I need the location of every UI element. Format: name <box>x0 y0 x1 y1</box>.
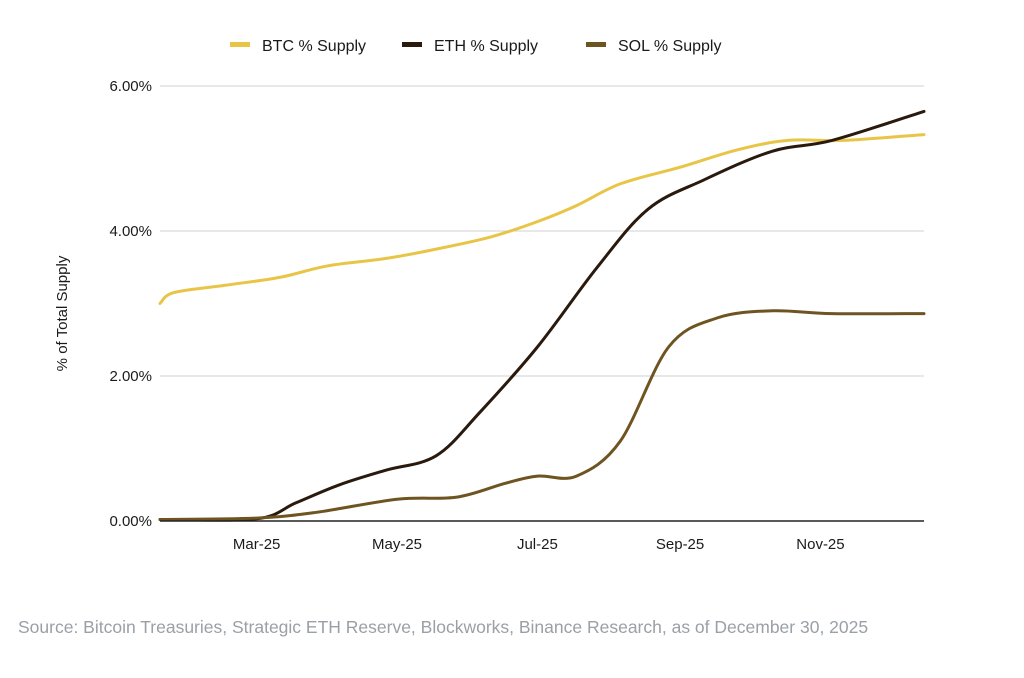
source-note: Source: Bitcoin Treasuries, Strategic ET… <box>18 617 869 637</box>
x-tick-label: May-25 <box>372 536 422 553</box>
gridlines <box>160 85 924 377</box>
legend-item-eth: ETH % Supply <box>402 38 538 55</box>
series-line-eth <box>158 109 926 522</box>
y-tick-labels: 0.00% 2.00% 4.00% 6.00% <box>109 78 152 530</box>
y-tick-label: 0.00% <box>109 513 152 530</box>
legend-label: ETH % Supply <box>434 38 538 55</box>
x-tick-label: Sep-25 <box>656 536 704 553</box>
legend-swatch <box>586 42 606 47</box>
legend-label: SOL % Supply <box>618 38 721 55</box>
y-tick-label: 6.00% <box>109 78 152 95</box>
legend-swatch <box>402 42 422 47</box>
series-line-btc <box>158 133 926 305</box>
x-tick-label: Jul-25 <box>517 536 558 553</box>
series-lines <box>158 109 926 522</box>
legend-item-sol: SOL % Supply <box>586 38 721 55</box>
y-tick-label: 2.00% <box>109 368 152 385</box>
line-chart: BTC % Supply ETH % Supply SOL % Supply 0.0… <box>54 38 926 553</box>
legend-item-btc: BTC % Supply <box>230 38 366 55</box>
chart-legend: BTC % Supply ETH % Supply SOL % Supply <box>230 38 721 55</box>
y-tick-label: 4.00% <box>109 223 152 240</box>
series-line-sol <box>158 309 926 521</box>
legend-label: BTC % Supply <box>262 38 366 55</box>
legend-swatch <box>230 42 250 47</box>
y-axis-label: % of Total Supply <box>54 255 71 371</box>
x-tick-label: Mar-25 <box>233 536 281 553</box>
x-tick-labels: Mar-25 May-25 Jul-25 Sep-25 Nov-25 <box>233 536 845 553</box>
x-tick-label: Nov-25 <box>796 536 844 553</box>
